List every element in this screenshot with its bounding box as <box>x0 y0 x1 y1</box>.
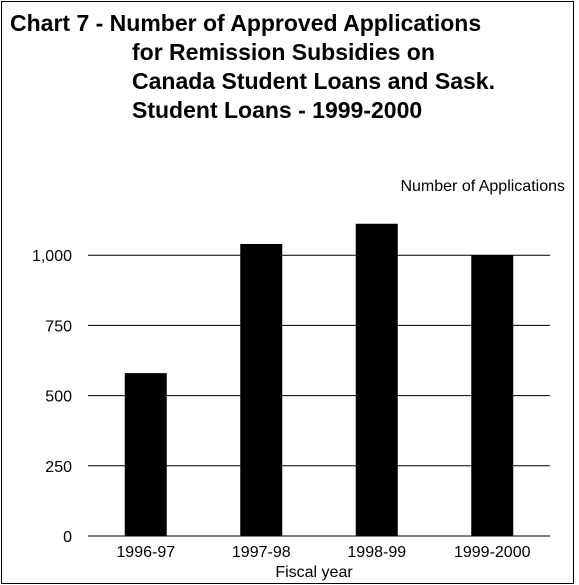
y-tick-label: 1,000 <box>32 248 72 265</box>
y-tick-label: 750 <box>45 318 72 335</box>
chart-title-line-4: Student Loans - 1999-2000 <box>132 97 423 123</box>
bar-1997-98 <box>240 243 283 536</box>
bar-1998-99 <box>355 223 398 536</box>
x-axis-label: Fiscal year <box>275 564 353 581</box>
y-tick-label: 500 <box>45 389 72 406</box>
chart-title-line-2: for Remission Subsidies on <box>132 39 435 65</box>
x-tick-label: 1998-99 <box>347 544 406 561</box>
bar-1996-97 <box>124 373 167 536</box>
y-tick-label: 250 <box>45 459 72 476</box>
y-tick-label: 0 <box>63 529 72 546</box>
x-tick-label: 1996-97 <box>116 544 175 561</box>
x-tick-label: 1997-98 <box>232 544 291 561</box>
chart-title-line-1: Chart 7 - Number of Approved Application… <box>10 10 482 36</box>
y-axis-label: Number of Applications <box>400 178 565 195</box>
bar-1999-2000 <box>471 255 514 536</box>
chart-title-line-3: Canada Student Loans and Sask. <box>132 68 495 94</box>
x-tick-label: 1999-2000 <box>454 544 531 561</box>
